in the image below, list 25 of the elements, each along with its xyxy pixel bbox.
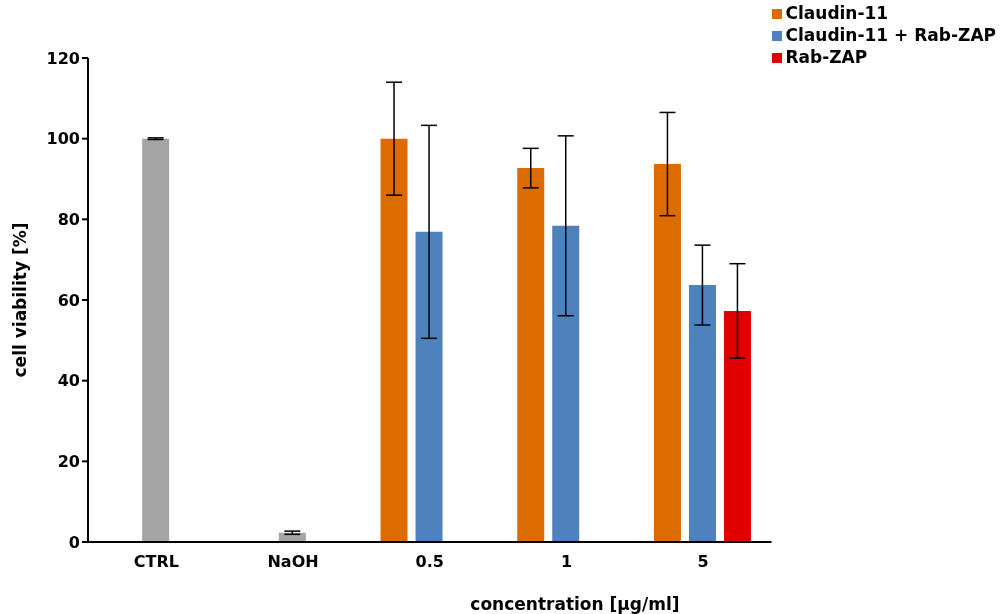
y-tick-label: 80	[57, 210, 80, 230]
y-tick-label: 100	[46, 129, 80, 149]
bar	[552, 225, 580, 542]
y-tick-label: 120	[46, 48, 80, 68]
y-axis-title: cell viability [%]	[10, 222, 31, 378]
bar	[688, 285, 716, 542]
bar	[517, 168, 545, 542]
x-axis-title: concentration [µg/ml]	[470, 594, 680, 614]
y-tick-label: 40	[57, 371, 80, 391]
bar	[415, 231, 443, 542]
x-tick-label: NaOH	[267, 552, 319, 572]
x-tick-label: CTRL	[133, 552, 179, 572]
x-tick-label: 0.5	[415, 552, 444, 572]
y-tick-label: 0	[68, 532, 80, 552]
bar	[380, 138, 408, 542]
bar	[723, 310, 751, 542]
legend-label: Rab-ZAP	[785, 47, 868, 67]
x-tick-label: 5	[697, 552, 709, 572]
bar	[142, 138, 170, 542]
legend-label: Claudin-11	[785, 3, 889, 23]
x-tick-label: 1	[560, 552, 573, 572]
y-tick-label: 20	[57, 452, 80, 472]
y-tick-label: 60	[57, 290, 80, 310]
bar	[653, 164, 681, 542]
legend-label: Claudin-11 + Rab-ZAP	[785, 25, 996, 45]
